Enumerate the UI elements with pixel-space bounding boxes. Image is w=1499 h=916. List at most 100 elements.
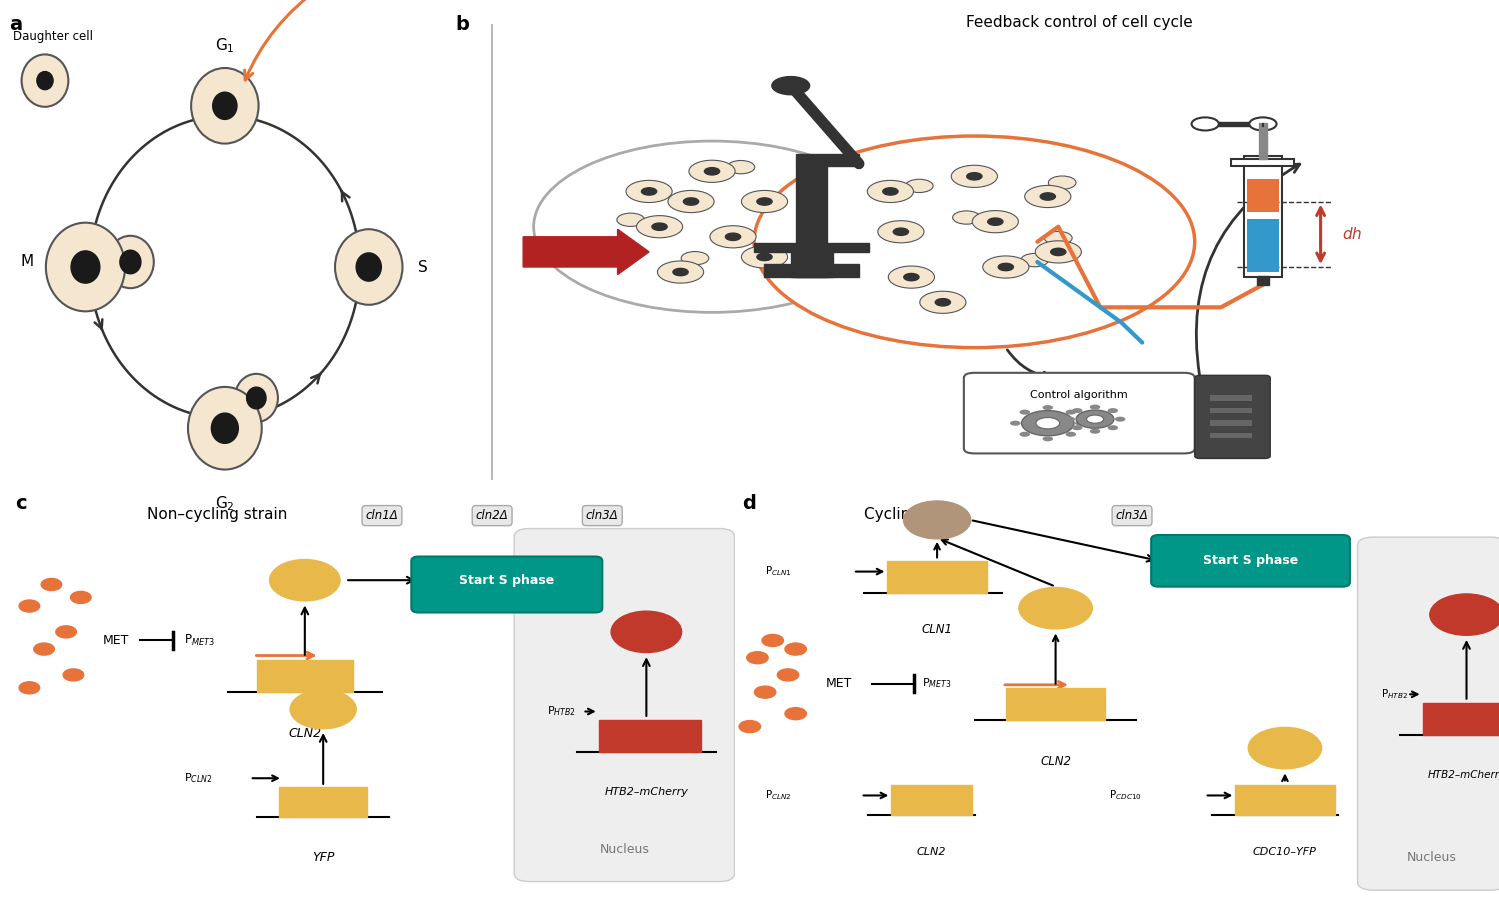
Circle shape bbox=[1045, 232, 1072, 245]
Circle shape bbox=[46, 223, 124, 311]
Circle shape bbox=[1042, 436, 1052, 442]
Text: Non–cycling strain: Non–cycling strain bbox=[147, 507, 288, 522]
Circle shape bbox=[1115, 417, 1126, 421]
Circle shape bbox=[1036, 241, 1081, 263]
Circle shape bbox=[642, 188, 657, 195]
Text: CLN2: CLN2 bbox=[1040, 755, 1072, 768]
Circle shape bbox=[55, 626, 76, 638]
FancyBboxPatch shape bbox=[964, 373, 1195, 453]
Text: MET: MET bbox=[103, 634, 129, 647]
Bar bbox=[796, 167, 827, 278]
Text: P$_{CDC10}$: P$_{CDC10}$ bbox=[1109, 789, 1142, 802]
Circle shape bbox=[627, 180, 672, 202]
Bar bbox=[1210, 432, 1252, 439]
Bar bbox=[1235, 785, 1334, 815]
Circle shape bbox=[1019, 409, 1030, 415]
Circle shape bbox=[1108, 425, 1118, 431]
Circle shape bbox=[772, 77, 809, 94]
Circle shape bbox=[785, 708, 806, 720]
Bar bbox=[754, 243, 869, 252]
Bar bbox=[1231, 158, 1294, 167]
Circle shape bbox=[1430, 594, 1499, 636]
Circle shape bbox=[235, 374, 277, 422]
Circle shape bbox=[684, 198, 699, 205]
Text: Nucleus: Nucleus bbox=[1406, 851, 1457, 865]
Circle shape bbox=[669, 191, 714, 213]
FancyBboxPatch shape bbox=[1151, 535, 1351, 586]
Circle shape bbox=[747, 651, 767, 664]
Circle shape bbox=[904, 274, 919, 280]
Circle shape bbox=[1249, 727, 1322, 769]
Text: c: c bbox=[15, 494, 27, 513]
Circle shape bbox=[291, 690, 357, 729]
Text: Start S phase: Start S phase bbox=[1202, 554, 1298, 567]
Circle shape bbox=[905, 180, 932, 192]
Circle shape bbox=[637, 215, 682, 238]
Circle shape bbox=[757, 254, 772, 260]
Circle shape bbox=[1019, 587, 1093, 629]
Circle shape bbox=[1025, 185, 1070, 208]
Text: G$_2$: G$_2$ bbox=[214, 495, 235, 513]
Bar bbox=[279, 787, 367, 817]
Circle shape bbox=[1087, 415, 1103, 423]
Text: HTB2–mCherry: HTB2–mCherry bbox=[604, 787, 688, 797]
Circle shape bbox=[673, 268, 688, 276]
Circle shape bbox=[742, 191, 787, 213]
Text: cln3Δ: cln3Δ bbox=[586, 509, 619, 522]
Circle shape bbox=[690, 160, 735, 182]
Circle shape bbox=[612, 611, 682, 652]
Circle shape bbox=[1021, 254, 1048, 267]
Circle shape bbox=[1090, 405, 1100, 409]
Circle shape bbox=[883, 188, 898, 195]
Circle shape bbox=[34, 643, 54, 655]
Text: P$_{HTB2}$: P$_{HTB2}$ bbox=[547, 704, 576, 718]
Circle shape bbox=[1021, 410, 1073, 436]
Circle shape bbox=[618, 213, 645, 226]
Bar bbox=[1244, 157, 1282, 278]
Bar bbox=[887, 561, 986, 594]
Circle shape bbox=[1010, 420, 1021, 426]
Circle shape bbox=[247, 387, 265, 409]
Text: P$_{HTB2}$: P$_{HTB2}$ bbox=[1381, 687, 1408, 701]
Bar bbox=[790, 246, 832, 278]
Text: P$_{MET3}$: P$_{MET3}$ bbox=[183, 633, 214, 648]
Circle shape bbox=[754, 136, 1195, 348]
Circle shape bbox=[893, 228, 908, 235]
Circle shape bbox=[727, 160, 754, 174]
Circle shape bbox=[1076, 410, 1114, 429]
Circle shape bbox=[878, 221, 923, 243]
Circle shape bbox=[785, 643, 806, 655]
Circle shape bbox=[70, 592, 91, 604]
Text: CLN1: CLN1 bbox=[922, 623, 952, 637]
Text: S: S bbox=[418, 259, 427, 275]
Bar bbox=[1210, 395, 1252, 400]
Circle shape bbox=[120, 250, 141, 274]
Circle shape bbox=[935, 299, 950, 306]
Circle shape bbox=[70, 251, 100, 283]
Circle shape bbox=[988, 218, 1003, 225]
FancyBboxPatch shape bbox=[1195, 376, 1270, 459]
Text: P$_{CLN1}$: P$_{CLN1}$ bbox=[764, 564, 791, 579]
Circle shape bbox=[1036, 418, 1060, 429]
Text: d: d bbox=[742, 494, 755, 513]
Text: M: M bbox=[21, 255, 33, 269]
Circle shape bbox=[1072, 425, 1082, 431]
Circle shape bbox=[1066, 431, 1076, 437]
Text: CLN2: CLN2 bbox=[916, 847, 946, 857]
Bar bbox=[598, 720, 702, 752]
Circle shape bbox=[106, 235, 154, 289]
Text: Feedback control of cell cycle: Feedback control of cell cycle bbox=[965, 16, 1193, 30]
Text: MET: MET bbox=[826, 677, 853, 690]
Circle shape bbox=[973, 211, 1018, 233]
Text: HTB2–mCherry: HTB2–mCherry bbox=[1427, 769, 1499, 780]
Circle shape bbox=[998, 264, 1013, 270]
Circle shape bbox=[357, 253, 381, 281]
Bar bbox=[1247, 219, 1279, 272]
Text: YFP: YFP bbox=[312, 852, 334, 865]
Circle shape bbox=[967, 173, 982, 180]
Bar bbox=[1006, 688, 1105, 720]
Circle shape bbox=[1108, 409, 1118, 413]
Circle shape bbox=[213, 93, 237, 119]
FancyBboxPatch shape bbox=[514, 529, 735, 881]
Circle shape bbox=[652, 224, 667, 230]
